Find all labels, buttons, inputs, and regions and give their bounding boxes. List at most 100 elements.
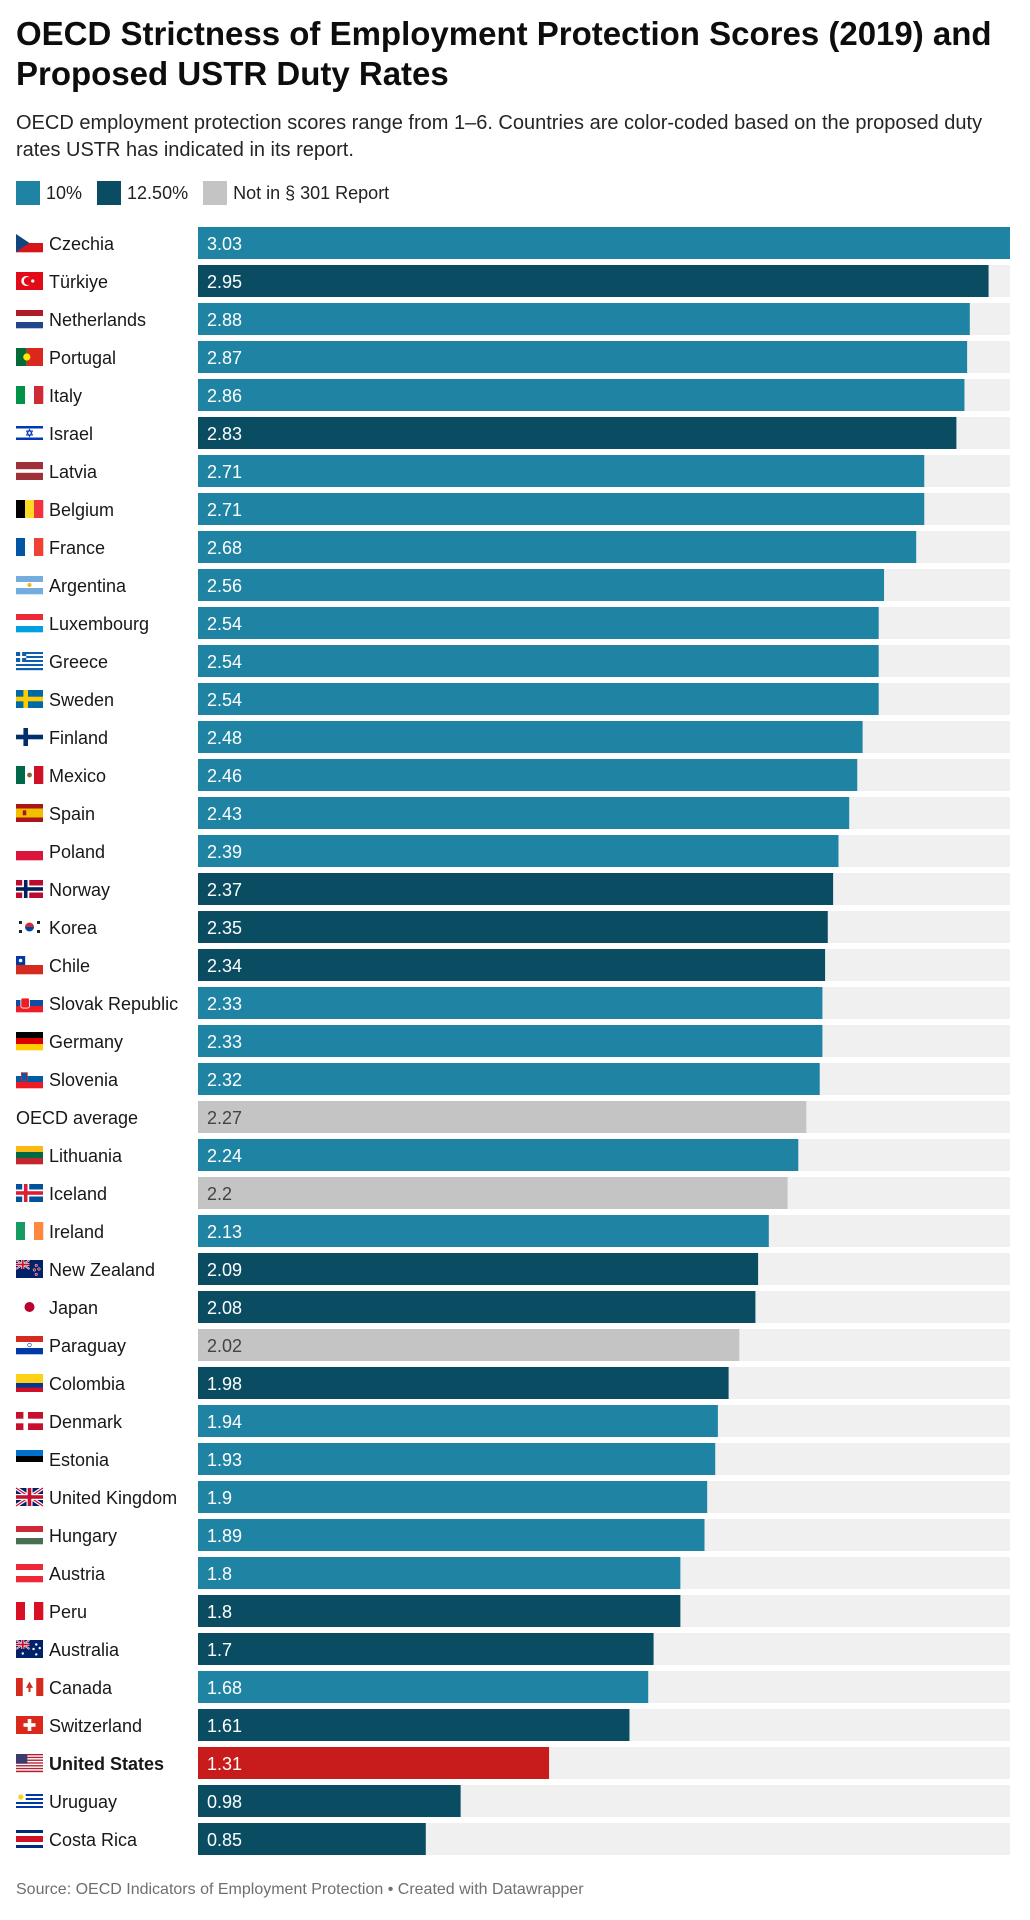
- canada-flag-icon: [16, 1678, 44, 1696]
- category-label-turkiye: Türkiye: [49, 272, 108, 292]
- france-flag-icon: [16, 538, 44, 556]
- bar-slovenia: [198, 1063, 820, 1095]
- poland-flag-icon: [16, 842, 43, 861]
- sweden-flag-icon: [16, 690, 43, 708]
- paraguay-flag-icon: [16, 1336, 43, 1355]
- israel-flag-icon: [16, 424, 43, 442]
- legend-label-not-in-report: Not in § 301 Report: [233, 182, 390, 203]
- hungary-flag-icon: [16, 1526, 43, 1545]
- bar-korea: [198, 911, 828, 943]
- value-label-japan: 2.08: [207, 1298, 242, 1318]
- value-label-israel: 2.83: [207, 424, 242, 444]
- value-label-turkiye: 2.95: [207, 272, 242, 292]
- bar-germany: [198, 1025, 823, 1057]
- category-label-peru: Peru: [49, 1602, 87, 1622]
- bar-luxembourg: [198, 607, 879, 639]
- category-label-austria: Austria: [49, 1564, 106, 1584]
- category-label-greece: Greece: [49, 652, 108, 672]
- category-label-argentina: Argentina: [49, 576, 127, 596]
- category-label-germany: Germany: [49, 1032, 123, 1052]
- category-label-slovak-republic: Slovak Republic: [49, 994, 178, 1014]
- category-label-poland: Poland: [49, 842, 105, 862]
- slovakia-flag-icon: [16, 994, 43, 1013]
- category-label-finland: Finland: [49, 728, 108, 748]
- peru-flag-icon: [16, 1602, 44, 1620]
- ireland-flag-icon: [16, 1222, 44, 1240]
- bar-belgium: [198, 493, 925, 525]
- category-label-czechia: Czechia: [49, 234, 115, 254]
- value-label-greece: 2.54: [207, 652, 242, 672]
- category-label-ireland: Ireland: [49, 1222, 104, 1242]
- bar-latvia: [198, 455, 925, 487]
- category-label-denmark: Denmark: [49, 1412, 123, 1432]
- value-label-germany: 2.33: [207, 1032, 242, 1052]
- value-label-france: 2.68: [207, 538, 242, 558]
- iceland-flag-icon: [16, 1184, 43, 1202]
- bar-denmark: [198, 1405, 718, 1437]
- bar-japan: [198, 1291, 756, 1323]
- value-label-paraguay: 2.02: [207, 1336, 242, 1356]
- category-label-latvia: Latvia: [49, 462, 98, 482]
- bar-israel: [198, 417, 957, 449]
- bar-italy: [198, 379, 965, 411]
- bar-spain: [198, 797, 850, 829]
- bar-iceland: [198, 1177, 788, 1209]
- category-label-lithuania: Lithuania: [49, 1146, 123, 1166]
- bar-lithuania: [198, 1139, 799, 1171]
- bar-costa-rica: [198, 1823, 426, 1855]
- value-label-belgium: 2.71: [207, 500, 242, 520]
- value-label-lithuania: 2.24: [207, 1146, 242, 1166]
- korea-flag-icon: [16, 918, 43, 936]
- category-label-oecd-average: OECD average: [16, 1108, 138, 1128]
- value-label-hungary: 1.89: [207, 1526, 242, 1546]
- bar-united-kingdom: [198, 1481, 708, 1513]
- bar-france: [198, 531, 917, 563]
- category-label-france: France: [49, 538, 105, 558]
- value-label-colombia: 1.98: [207, 1374, 242, 1394]
- category-label-norway: Norway: [49, 880, 110, 900]
- bar-colombia: [198, 1367, 729, 1399]
- value-label-italy: 2.86: [207, 386, 242, 406]
- estonia-flag-icon: [16, 1450, 43, 1469]
- category-label-hungary: Hungary: [49, 1526, 117, 1546]
- bar-uruguay: [198, 1785, 461, 1817]
- mexico-flag-icon: [16, 766, 44, 784]
- slovenia-flag-icon: [16, 1070, 43, 1089]
- category-label-japan: Japan: [49, 1298, 98, 1318]
- italy-flag-icon: [16, 386, 44, 404]
- bar-portugal: [198, 341, 968, 373]
- value-label-ireland: 2.13: [207, 1222, 242, 1242]
- finland-flag-icon: [16, 728, 43, 746]
- value-label-chile: 2.34: [207, 956, 242, 976]
- bar-united-states: [198, 1747, 550, 1779]
- value-label-spain: 2.43: [207, 804, 242, 824]
- value-label-iceland: 2.2: [207, 1184, 232, 1204]
- category-label-united-kingdom: United Kingdom: [49, 1488, 177, 1508]
- czechia-flag-icon: [16, 234, 43, 253]
- united-kingdom-flag-icon: [15, 1486, 44, 1508]
- value-label-latvia: 2.71: [207, 462, 242, 482]
- bar-mexico: [198, 759, 858, 791]
- bar-paraguay: [198, 1329, 740, 1361]
- value-label-czechia: 3.03: [207, 234, 242, 254]
- value-label-slovenia: 2.32: [207, 1070, 242, 1090]
- bar-oecd-average: [198, 1101, 807, 1133]
- denmark-flag-icon: [16, 1412, 43, 1430]
- bar-netherlands: [198, 303, 970, 335]
- category-label-netherlands: Netherlands: [49, 310, 146, 330]
- bar-australia: [198, 1633, 654, 1665]
- value-label-korea: 2.35: [207, 918, 242, 938]
- bar-austria: [198, 1557, 681, 1589]
- value-label-mexico: 2.46: [207, 766, 242, 786]
- japan-flag-icon: [16, 1298, 43, 1316]
- legend-swatch-10pct: [16, 181, 40, 205]
- netherlands-flag-icon: [16, 310, 43, 329]
- value-label-united-states: 1.31: [207, 1754, 242, 1774]
- bar-czechia: [198, 227, 1010, 259]
- bar-canada: [198, 1671, 649, 1703]
- bar-sweden: [198, 683, 879, 715]
- bar-ireland: [198, 1215, 769, 1247]
- category-label-australia: Australia: [49, 1640, 120, 1660]
- bar-norway: [198, 873, 834, 905]
